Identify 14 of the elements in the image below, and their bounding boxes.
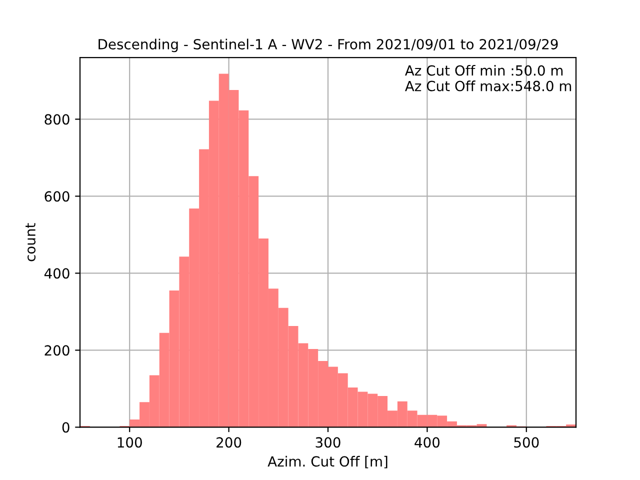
- x-tick-label: 100: [118, 437, 142, 448]
- chart-title: Descending - Sentinel-1 A - WV2 - From 2021/09/01 to 2021/09/29: [98, 38, 558, 52]
- x-tick-label: 500: [514, 437, 539, 448]
- y-tick-label: 800: [44, 114, 70, 125]
- y-tick-label: 600: [44, 191, 70, 202]
- annotation: Az Cut Off min :50.0 m Az Cut Off max:548.0 m: [404, 64, 572, 92]
- y-axis-title: count: [26, 223, 36, 262]
- x-axis-title: Azim. Cut Off [m]: [268, 456, 388, 468]
- y-tick-label: 400: [44, 268, 70, 279]
- x-tick-label: 300: [316, 437, 340, 448]
- x-tick-label: 400: [414, 437, 440, 448]
- y-tick-label: 0: [62, 422, 70, 433]
- y-tick-label: 200: [44, 345, 70, 356]
- x-tick-label: 200: [216, 437, 242, 448]
